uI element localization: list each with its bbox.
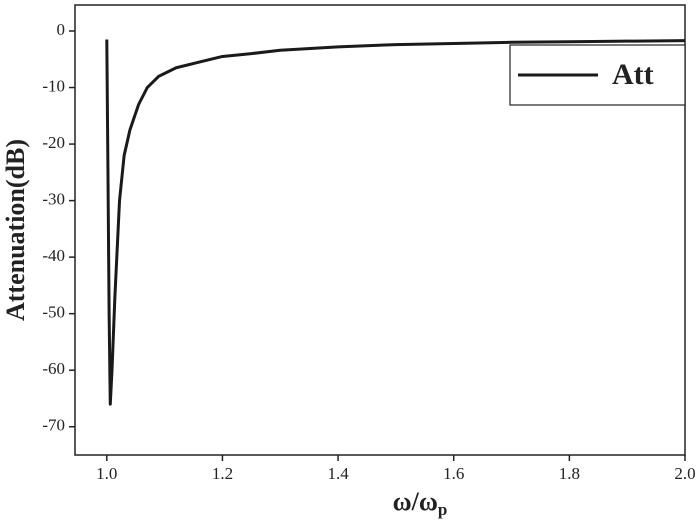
y-tick-label: -30 bbox=[42, 190, 65, 209]
x-tick-label: 1.8 bbox=[559, 464, 580, 483]
y-tick-label: 0 bbox=[57, 20, 66, 39]
x-label-sub: p bbox=[438, 500, 447, 519]
x-tick-label: 1.6 bbox=[443, 464, 464, 483]
y-tick-label: -50 bbox=[42, 303, 65, 322]
x-tick-label: 1.0 bbox=[96, 464, 117, 483]
data-line bbox=[105, 39, 686, 406]
x-axis-label: ω/ωp bbox=[393, 487, 448, 519]
y-tick-label: -40 bbox=[42, 246, 65, 265]
y-tick-label: -60 bbox=[42, 359, 65, 378]
y-tick-label: -20 bbox=[42, 133, 65, 152]
y-tick-label: -10 bbox=[42, 76, 65, 95]
x-tick-label: 1.4 bbox=[327, 464, 349, 483]
x-tick-label: 2.0 bbox=[674, 464, 695, 483]
plot-frame bbox=[74, 4, 686, 456]
x-label-main: ω/ω bbox=[393, 487, 438, 516]
legend-label: Att bbox=[612, 58, 654, 91]
y-axis-label: Attenuation(dB) bbox=[1, 139, 30, 321]
x-tick-label: 1.2 bbox=[212, 464, 233, 483]
y-tick-label: -70 bbox=[42, 416, 65, 435]
